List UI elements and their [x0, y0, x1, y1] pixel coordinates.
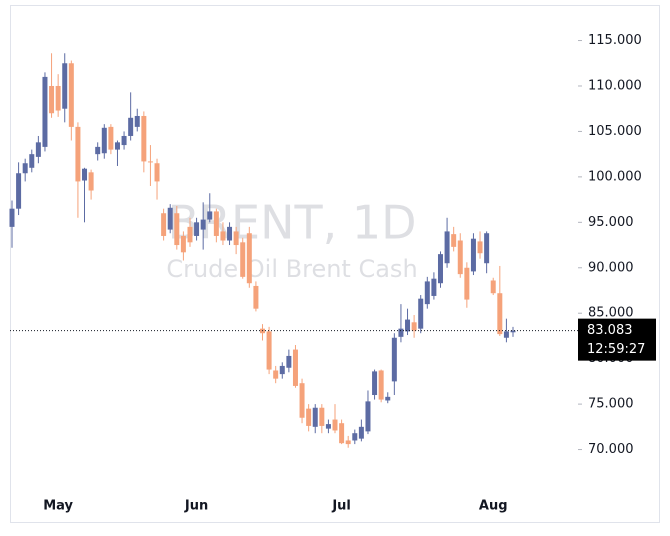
candle-body: [418, 298, 424, 329]
candle-body: [411, 322, 417, 331]
candle-body: [424, 281, 430, 305]
x-tick-label: Jun: [184, 499, 208, 514]
y-tick-label: 100.000: [588, 169, 642, 184]
candle-body: [464, 267, 470, 300]
candle-body: [154, 163, 160, 182]
watermark-subtitle: Crude Oil Brent Cash: [166, 255, 417, 283]
y-tick-label: 110.000: [588, 78, 642, 93]
candle-body: [365, 401, 371, 432]
y-tick-label: 105.000: [588, 124, 642, 139]
candle-body: [42, 76, 48, 147]
candle-body: [352, 433, 358, 441]
candle-body: [35, 142, 41, 157]
candle-body: [484, 233, 490, 264]
last-price-label: 83.083: [587, 323, 633, 338]
candle-body: [345, 440, 351, 445]
y-tick-label: 115.000: [588, 33, 642, 48]
candle-body: [286, 355, 292, 368]
candle-body: [378, 370, 384, 400]
y-tick-label: 95.000: [588, 215, 634, 230]
x-tick-label: Jul: [331, 499, 351, 514]
x-tick-label: Aug: [479, 499, 508, 514]
candle-body: [279, 365, 285, 375]
y-tick-label: 75.000: [588, 397, 634, 412]
candle-body: [227, 226, 233, 241]
candle-body: [29, 154, 35, 168]
candle-body: [470, 238, 476, 272]
candle-body: [207, 211, 213, 220]
candle-body: [503, 331, 509, 338]
candle-body: [187, 226, 193, 243]
candle-body: [332, 419, 338, 431]
candle-body: [325, 424, 331, 429]
candle-body: [220, 231, 226, 241]
candle-body: [174, 213, 180, 246]
candle-body: [167, 207, 173, 230]
candle-body: [82, 168, 88, 181]
candle-body: [240, 242, 246, 277]
candle-body: [358, 426, 364, 439]
candle-body: [497, 293, 503, 335]
candle-body: [398, 328, 404, 337]
candle-body: [444, 231, 450, 264]
candle-body: [141, 115, 147, 162]
candle-body: [62, 63, 68, 109]
candle-body: [128, 117, 134, 136]
y-tick-label: 90.000: [588, 260, 634, 275]
y-tick-label: 85.000: [588, 306, 634, 321]
candle-body: [49, 85, 55, 114]
candle-body: [266, 331, 272, 370]
candle-body: [75, 126, 81, 182]
candle-body: [101, 127, 107, 154]
candle-body: [95, 146, 101, 155]
candle-body: [306, 408, 312, 426]
candle-body: [88, 172, 94, 191]
candle-body: [194, 222, 200, 236]
candle-body: [431, 278, 437, 296]
candle-body: [292, 349, 298, 386]
x-tick-label: May: [43, 499, 73, 514]
candle-body: [385, 396, 391, 401]
candle-body: [180, 235, 186, 253]
candle-body: [490, 280, 496, 294]
candle-body: [114, 142, 120, 150]
candle-body: [437, 254, 443, 284]
candle-body: [451, 234, 457, 247]
candle-body: [68, 63, 74, 127]
candle-body: [213, 211, 219, 236]
candle-body: [457, 240, 463, 275]
countdown-label: 12:59:27: [587, 342, 645, 357]
candle-body: [134, 115, 140, 127]
candle-body: [121, 135, 127, 146]
candle-body: [253, 285, 259, 309]
y-tick-label: 70.000: [588, 442, 634, 457]
candle-body: [55, 85, 61, 111]
candle-body: [246, 233, 252, 284]
candle-body: [16, 173, 22, 209]
candle-body: [372, 371, 378, 396]
candle-body: [477, 241, 483, 254]
candle-body: [147, 161, 153, 163]
candle-body: [312, 407, 318, 427]
candle-body: [299, 383, 305, 418]
chart-frame: [10, 5, 660, 523]
last-price-box: [578, 318, 656, 361]
candle-body: [339, 423, 345, 444]
candle-body: [319, 407, 325, 426]
candle-body: [233, 231, 239, 246]
candle-body: [391, 337, 397, 382]
candle-body: [9, 208, 15, 227]
candle-body: [161, 213, 167, 236]
candle-body: [200, 219, 206, 230]
candle-body: [405, 319, 411, 332]
watermark-title: BRENT, 1D: [167, 196, 416, 250]
candle-body: [510, 330, 516, 333]
candle-body: [22, 163, 28, 174]
candle-body: [108, 126, 114, 150]
candle-body: [273, 370, 279, 379]
